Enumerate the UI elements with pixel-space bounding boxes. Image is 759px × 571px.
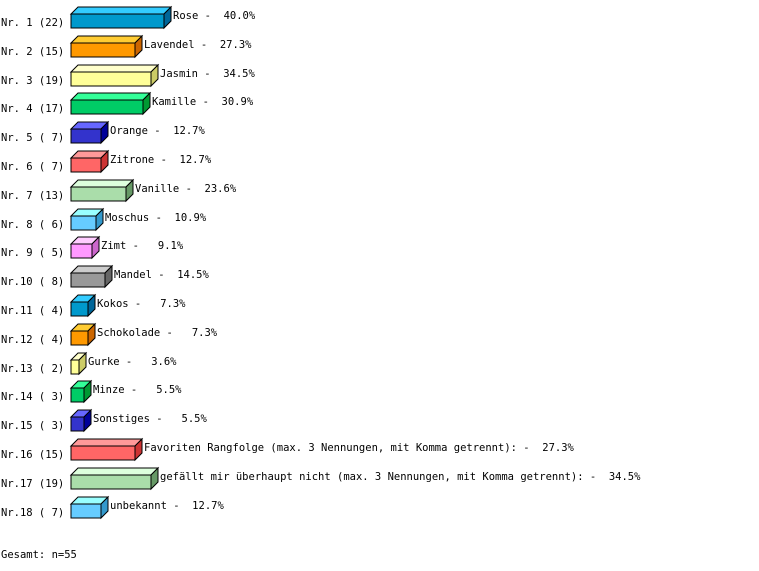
bar-value-label: Sonstiges - 5.5% bbox=[93, 413, 207, 425]
bar bbox=[70, 42, 136, 58]
bar-row: Nr.10 ( 8) Mandel - 14.5% bbox=[1, 264, 210, 289]
bar bbox=[70, 272, 106, 288]
bar-value-label: Vanille - 23.6% bbox=[135, 183, 237, 195]
bar bbox=[70, 416, 85, 432]
bar-value-label: Minze - 5.5% bbox=[93, 384, 182, 396]
bar bbox=[70, 13, 165, 29]
bar bbox=[70, 301, 89, 317]
row-label: Nr.12 ( 4) bbox=[1, 334, 64, 346]
bar-row: Nr. 1 (22) Rose - 40.0% bbox=[1, 5, 256, 30]
row-label: Nr.14 ( 3) bbox=[1, 391, 64, 403]
bar-value-label: Orange - 12.7% bbox=[110, 125, 206, 137]
bar bbox=[70, 359, 80, 375]
total-label: Gesamt: n=55 bbox=[1, 549, 77, 561]
bar-row: Nr. 3 (19) Jasmin - 34.5% bbox=[1, 63, 256, 88]
bar-value-label: Rose - 40.0% bbox=[173, 10, 256, 22]
bar-value-label: gefällt mir überhaupt nicht (max. 3 Nenn… bbox=[160, 471, 641, 483]
bar bbox=[70, 99, 144, 115]
bar-value-label: Gurke - 3.6% bbox=[88, 356, 177, 368]
bar bbox=[70, 503, 102, 519]
bar-row: Nr. 7 (13) Vanille - 23.6% bbox=[1, 178, 237, 203]
bar-top-face bbox=[69, 6, 173, 15]
bar bbox=[70, 445, 136, 461]
bar-value-label: Schokolade - 7.3% bbox=[97, 327, 218, 339]
bar-row: Nr.12 ( 4) Schokolade - 7.3% bbox=[1, 322, 218, 347]
bar-row: Nr. 9 ( 5) Zimt - 9.1% bbox=[1, 235, 184, 260]
bar-value-label: Zitrone - 12.7% bbox=[110, 154, 212, 166]
bar-row: Nr. 6 ( 7) Zitrone - 12.7% bbox=[1, 149, 212, 174]
row-label: Nr. 2 (15) bbox=[1, 46, 64, 58]
row-label: Nr. 9 ( 5) bbox=[1, 247, 64, 259]
bar-value-label: Kamille - 30.9% bbox=[152, 96, 254, 108]
bar bbox=[70, 330, 89, 346]
bar-value-label: Moschus - 10.9% bbox=[105, 212, 207, 224]
bar-row: Nr.13 ( 2) Gurke - 3.6% bbox=[1, 351, 177, 376]
bar-value-label: Kokos - 7.3% bbox=[97, 298, 186, 310]
chart-rows: Nr. 1 (22) Rose - 40.0% Nr. 2 (15) Lavendel… bbox=[1, 5, 641, 520]
row-label: Nr.10 ( 8) bbox=[1, 276, 64, 288]
bar-value-label: unbekannt - 12.7% bbox=[110, 500, 224, 512]
row-label: Nr.16 (15) bbox=[1, 449, 64, 461]
bar-top-face bbox=[69, 64, 160, 73]
row-label: Nr. 5 ( 7) bbox=[1, 132, 64, 144]
row-label: Nr. 8 ( 6) bbox=[1, 219, 64, 231]
bar-value-label: Zimt - 9.1% bbox=[101, 240, 184, 252]
bar-row: Nr.15 ( 3) Sonstiges - 5.5% bbox=[1, 408, 207, 433]
bar-top-face bbox=[69, 35, 144, 44]
row-label: Nr. 6 ( 7) bbox=[1, 161, 64, 173]
bar bbox=[70, 128, 102, 144]
bar-top-face bbox=[69, 438, 144, 447]
row-label: Nr. 4 (17) bbox=[1, 103, 64, 115]
bar-row: Nr.18 ( 7) unbekannt - 12.7% bbox=[1, 495, 224, 520]
bar-top-face bbox=[69, 467, 160, 476]
bar-value-label: Lavendel - 27.3% bbox=[144, 39, 252, 51]
bar-value-label: Mandel - 14.5% bbox=[114, 269, 210, 281]
bar-top-face bbox=[69, 179, 135, 188]
bar bbox=[70, 186, 127, 202]
bar bbox=[70, 243, 93, 259]
row-label: Nr.17 (19) bbox=[1, 478, 64, 490]
row-label: Nr.13 ( 2) bbox=[1, 363, 64, 375]
row-label: Nr. 1 (22) bbox=[1, 17, 64, 29]
row-label: Nr.15 ( 3) bbox=[1, 420, 64, 432]
bar-top-face bbox=[69, 92, 152, 101]
bar bbox=[70, 474, 152, 490]
row-label: Nr. 7 (13) bbox=[1, 190, 64, 202]
row-label: Nr. 3 (19) bbox=[1, 75, 64, 87]
bar-row: Nr. 4 (17) Kamille - 30.9% bbox=[1, 91, 254, 116]
bar-row: Nr.11 ( 4) Kokos - 7.3% bbox=[1, 293, 186, 318]
bar-value-label: Favoriten Rangfolge (max. 3 Nennungen, m… bbox=[144, 442, 575, 454]
bar-value-label: Jasmin - 34.5% bbox=[160, 68, 256, 80]
row-label: Nr.18 ( 7) bbox=[1, 507, 64, 519]
row-label: Nr.11 ( 4) bbox=[1, 305, 64, 317]
bar-row: Nr.16 (15) Favoriten Rangfolge (max. 3 Ne… bbox=[1, 437, 575, 462]
bar-row: Nr. 2 (15) Lavendel - 27.3% bbox=[1, 34, 252, 59]
bar-row: Nr. 8 ( 6) Moschus - 10.9% bbox=[1, 207, 207, 232]
bar-row: Nr. 5 ( 7) Orange - 12.7% bbox=[1, 120, 206, 145]
bar bbox=[70, 71, 152, 87]
bar-row: Nr.14 ( 3) Minze - 5.5% bbox=[1, 379, 182, 404]
bar bbox=[70, 157, 102, 173]
bar-row: Nr.17 (19) gefällt mir überhaupt nicht (m… bbox=[1, 466, 641, 491]
bar bbox=[70, 387, 85, 403]
bar bbox=[70, 215, 97, 231]
